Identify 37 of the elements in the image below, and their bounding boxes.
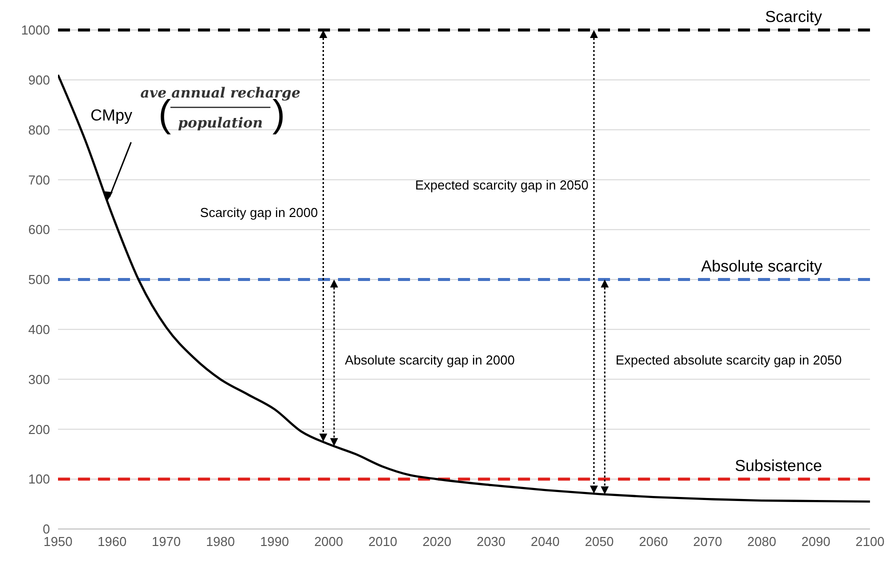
x-tick-label: 2000 [314, 534, 344, 550]
y-tick-label: 500 [28, 272, 50, 288]
x-tick-label: 2060 [639, 534, 668, 550]
x-tick-label: 1980 [206, 534, 235, 550]
line-series [58, 74, 870, 503]
annotation: Expected scarcity gap in 2050 [415, 178, 589, 193]
y-tick-label: 900 [28, 72, 50, 88]
y-tick-label: 600 [28, 222, 50, 238]
ref-line-label: Subsistence [734, 458, 822, 476]
annotation: Expected absolute scarcity gap in 2050 [616, 352, 842, 368]
x-tick-label: 2010 [368, 534, 398, 550]
y-tick-label: 300 [28, 372, 50, 387]
y-tick-label: 800 [28, 122, 50, 138]
x-tick-label: 2050 [584, 534, 614, 550]
x-tick-label: 2090 [801, 534, 830, 550]
x-tick-label: 2100 [856, 534, 884, 550]
y-tick-label: 400 [28, 322, 50, 338]
y-tick-label: 700 [28, 172, 50, 188]
x-tick-label: 2020 [422, 534, 452, 550]
x-tick-label: 1960 [98, 534, 127, 550]
x-tick-label: 1970 [152, 534, 181, 550]
x-tick-label: 2080 [747, 534, 776, 550]
y-tick-label: 100 [28, 472, 50, 487]
annotation: CMpy [90, 108, 132, 125]
y-tick-label: 200 [28, 422, 50, 437]
annotation: Absolute scarcity gap in 2000 [344, 352, 515, 368]
y-tick-label: 1000 [21, 22, 50, 38]
x-tick-label: 2070 [693, 534, 722, 550]
x-tick-label: 2030 [476, 534, 506, 550]
ref-line-label: Absolute scarcity [701, 258, 822, 276]
x-tick-label: 2040 [530, 534, 560, 550]
x-tick-label: 1950 [44, 534, 72, 550]
y-tick-label: 0 [42, 522, 50, 537]
ref-line-label: Scarcity [765, 9, 822, 26]
x-tick-label: 1990 [260, 534, 289, 550]
annotation: Scarcity gap in 2000 [200, 205, 318, 220]
annotation: population [178, 115, 263, 132]
